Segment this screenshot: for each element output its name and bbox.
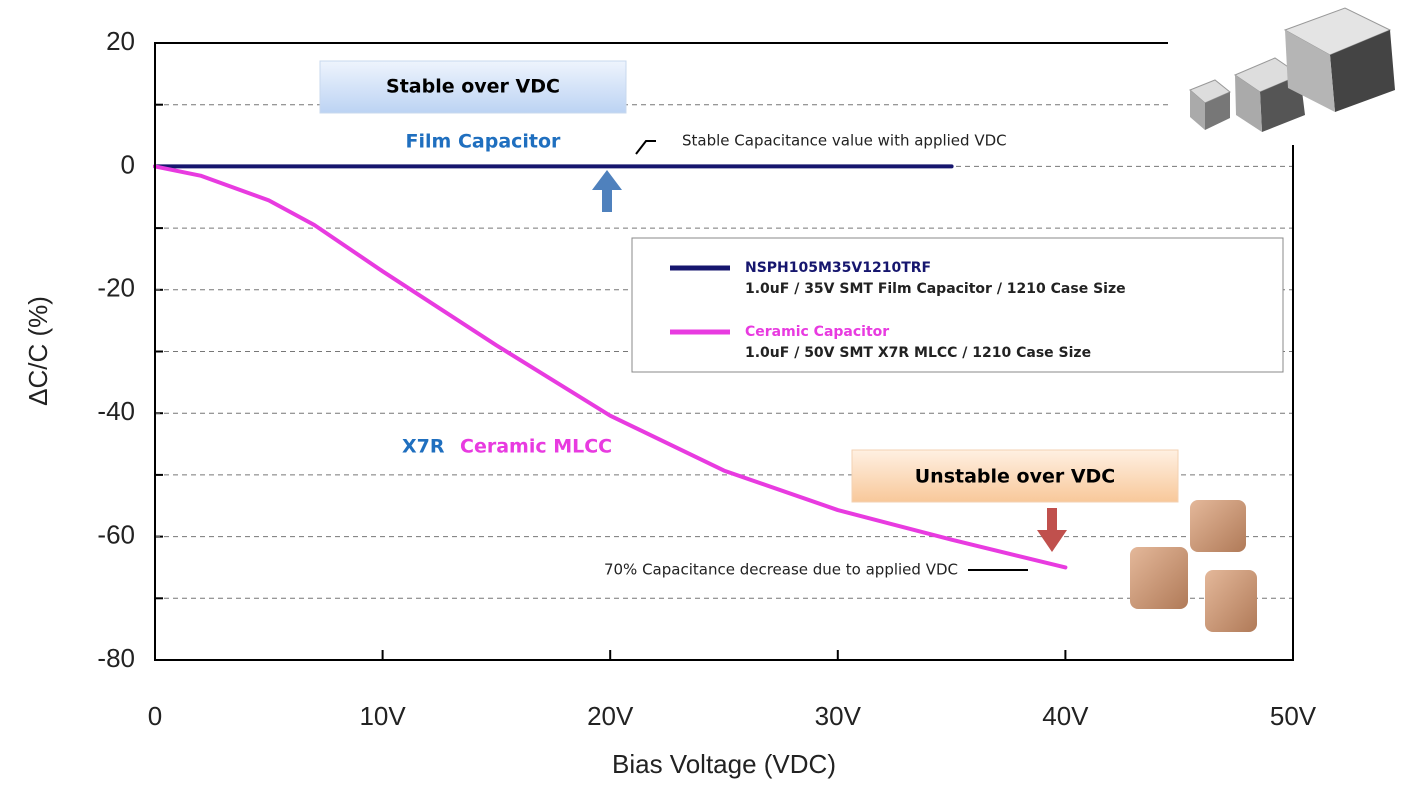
x-axis-label: Bias Voltage (VDC): [612, 749, 836, 779]
x-tick-label: 50V: [1270, 701, 1317, 731]
smd-picture: [1168, 0, 1406, 145]
legend-description: 1.0uF / 50V SMT X7R MLCC / 1210 Case Siz…: [745, 345, 1091, 361]
unstable-box: [851, 449, 1179, 503]
plot-frame: [154, 42, 1294, 661]
x-tick-label: 0: [148, 701, 162, 731]
annotation: Ceramic MLCC: [460, 436, 612, 458]
legend-items: NSPH105M35V1210TRF 1.0uF / 35V SMT Film C…: [670, 260, 1126, 361]
stable-box: [319, 60, 627, 114]
y-tick-label: 20: [106, 26, 135, 56]
annotation: 70% Capacitance decrease due to applied …: [604, 561, 958, 579]
down-arrow: [1037, 508, 1067, 552]
annotation: Stable over VDC: [386, 76, 560, 98]
x-tick-label: 40V: [1042, 701, 1089, 731]
legend-label: Ceramic Capacitor: [745, 324, 889, 340]
x-tick-label: 20V: [587, 701, 634, 731]
up-arrow: [592, 170, 622, 212]
y-axis-label: ΔC/C (%): [23, 296, 53, 406]
x-tick-label: 10V: [359, 701, 406, 731]
annotation: X7R: [402, 436, 445, 458]
annotation: Unstable over VDC: [915, 466, 1116, 488]
series-line: [153, 164, 1068, 570]
legend-label: NSPH105M35V1210TRF: [745, 260, 931, 276]
leader: [635, 140, 656, 155]
annotation: Film Capacitor: [406, 131, 562, 153]
y-tick-label: -60: [97, 519, 135, 549]
mlcc-picture: [1130, 500, 1257, 632]
legend-description: 1.0uF / 35V SMT Film Capacitor / 1210 Ca…: [745, 281, 1126, 297]
annotation: Stable Capacitance value with applied VD…: [682, 132, 1007, 150]
y-tick-label: -20: [97, 273, 135, 303]
series: [153, 164, 1068, 570]
y-tick-label: 0: [121, 149, 135, 179]
legend: [631, 237, 1284, 373]
x-tick-label: 30V: [815, 701, 862, 731]
y-tick-label: -80: [97, 643, 135, 673]
y-tick-label: -40: [97, 396, 135, 426]
